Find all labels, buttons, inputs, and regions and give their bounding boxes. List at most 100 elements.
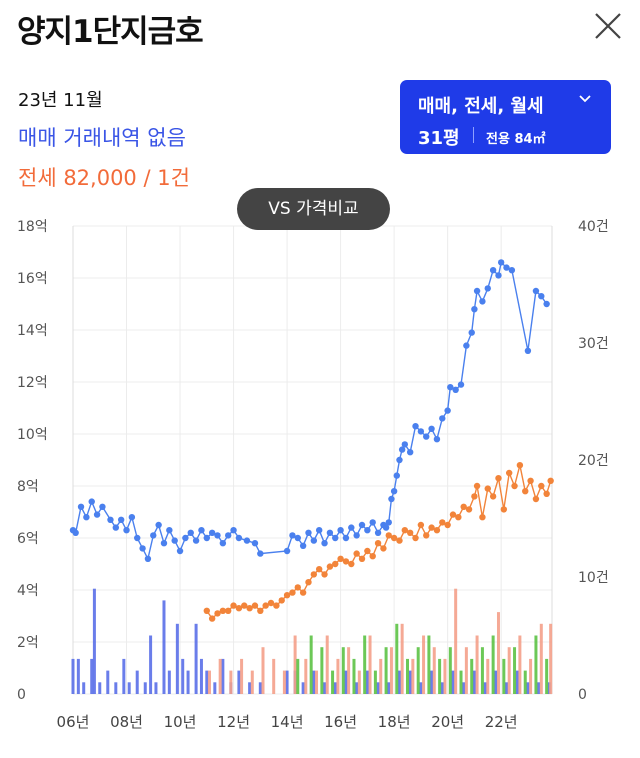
bar_jeonse-bar [218,658,222,694]
sale-point [364,527,371,534]
sale-point [289,532,296,539]
area-label: 전용 84㎡ [486,132,546,147]
bar_monthly-bar [395,623,399,694]
y-right-tick-label: 30건 [578,336,609,352]
bar_sale-bar [397,670,401,694]
sale-point [310,537,318,544]
sale-point [257,550,264,557]
bar_jeonse-bar [549,623,553,694]
deal-types-label: 매매, 전세, 월세 [418,96,544,117]
jeonse-point [439,519,446,526]
jeonse-point [423,532,430,539]
sale-point [203,534,210,542]
sale-point [243,537,251,544]
bar_jeonse-bar [250,670,254,694]
jeonse-point [219,607,227,614]
sale-point [192,537,200,544]
sale-point [198,527,205,534]
bar_monthly-bar [405,658,409,694]
vs-compare-button[interactable]: VS 가격비교 [237,188,390,230]
y-right-tick-label: 10건 [578,570,609,586]
bar_jeonse-bar [293,635,297,694]
bar_sale-bar [194,623,198,694]
jeonse-point [455,514,462,521]
jeonse-point [471,493,478,500]
deal-type-filter-button[interactable]: 매매, 전세, 월세 31평 전용 84㎡ [400,80,611,154]
bar_jeonse-bar [443,658,447,694]
sale-point [393,472,400,479]
y-right-tick-label: 0 [578,687,587,703]
sale-point [187,529,194,536]
bar_sale-bar [333,682,337,694]
bar_sale-bar [515,670,519,694]
bar_jeonse-bar [400,623,404,694]
sale-point [473,287,481,295]
bar_sale-bar [376,682,380,694]
sale-point [452,386,459,393]
x-tick-label: 20년 [431,713,464,731]
jeonse-point [230,602,237,609]
jeonse-point [406,529,414,536]
bar_monthly-bar [331,670,335,694]
divider [473,127,474,143]
jeonse-point [527,477,534,484]
sale-point [447,384,454,391]
sale-point [484,285,491,292]
y-left-tick-label: 18억 [17,219,48,235]
sale-point [166,527,173,534]
bar_sale-bar [199,658,203,694]
jeonse-point [465,506,473,513]
jeonse-point [489,493,497,500]
sale-point [406,449,414,456]
bar_jeonse-bar [379,658,383,694]
sale-point [463,342,470,349]
bar_monthly-bar [384,647,388,694]
x-tick-label: 12년 [217,713,250,731]
bar_monthly-bar [480,647,484,694]
bar_jeonse-bar [411,658,415,694]
sale-point [532,287,540,295]
sale-point [235,534,243,542]
sale-point [117,516,125,523]
sale-point [497,259,505,266]
y-left-tick-label: 2억 [17,635,39,651]
sale-point [144,555,152,562]
bar_jeonse-bar [207,670,211,694]
sale-point [72,529,79,536]
bar_sale-bar [167,670,171,694]
bar_sale-bar [143,682,147,694]
bar_sale-bar [186,670,190,694]
bar_monthly-bar [491,635,495,694]
jeonse-point [342,558,350,565]
close-icon[interactable] [588,6,628,46]
bar_sale-bar [149,635,153,694]
close-button[interactable] [588,6,628,46]
sale-point [457,381,465,388]
sale-point [495,272,502,279]
bar_jeonse-bar [422,635,426,694]
bar_sale-bar [221,658,225,694]
jeonse-point [235,605,243,612]
sale-status-text: 매매 거래내역 없음 [18,126,186,150]
sale-point [77,503,85,510]
bar_monthly-bar [513,647,517,694]
bar_monthly-bar [459,670,463,694]
sale-point [251,540,259,547]
chevron-down-icon [578,90,592,109]
bar_jeonse-bar [325,635,329,694]
bar_jeonse-bar [357,670,361,694]
bar_sale-bar [301,682,305,694]
y-left-tick-label: 4억 [17,583,39,599]
sale-point [390,488,398,495]
jeonse-point [369,553,376,560]
sale-point [332,534,339,542]
sale-point [112,524,120,531]
sale-point [182,534,189,542]
jeonse-point [337,555,344,562]
bar_sale-bar [323,682,327,694]
bar_sale-bar [537,682,541,694]
sale-point [388,495,395,503]
bar_monthly-bar [296,658,300,694]
sale-point [439,415,446,422]
